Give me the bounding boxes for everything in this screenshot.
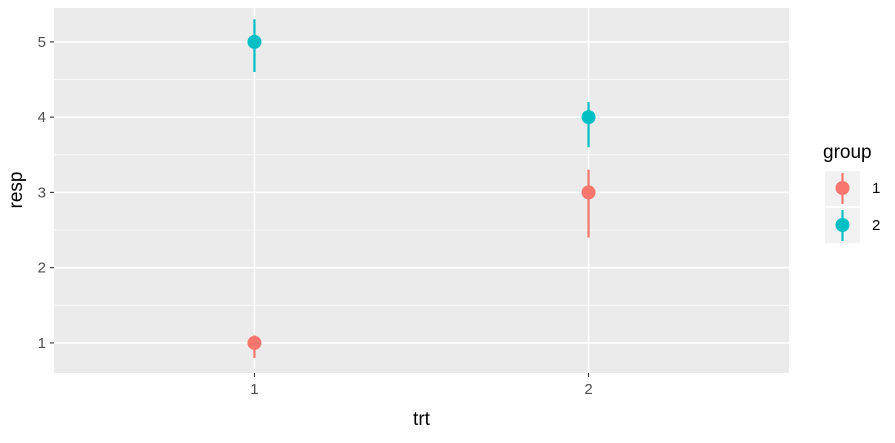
- x-tick-label: 2: [584, 381, 592, 398]
- legend-key-point-2: [835, 218, 850, 232]
- major-gridlines: [54, 8, 789, 373]
- x-tick-label: 1: [250, 381, 258, 398]
- y-tick-label: 1: [38, 335, 46, 352]
- minor-gridlines: [54, 79, 789, 306]
- legend-label-1: 1: [872, 180, 880, 197]
- y-axis: 1 2 3 4 5: [38, 34, 54, 352]
- x-axis-title: trt: [413, 409, 431, 430]
- y-axis-title: resp: [6, 172, 27, 209]
- legend: group 12: [823, 142, 880, 243]
- y-tick-label: 2: [38, 260, 46, 277]
- data-marks: [247, 19, 596, 358]
- data-point-series-1: [581, 185, 596, 200]
- y-tick-label: 5: [38, 34, 46, 51]
- data-point-series-2: [247, 34, 262, 49]
- legend-key-point-1: [835, 181, 850, 195]
- data-point-series-1: [247, 335, 262, 350]
- legend-title: group: [823, 142, 872, 163]
- y-tick-label: 3: [38, 184, 46, 201]
- legend-label-2: 2: [872, 217, 880, 234]
- data-point-series-2: [581, 110, 596, 125]
- panel-background: [54, 8, 789, 373]
- y-tick-label: 4: [38, 109, 46, 126]
- legend-keys: 12: [825, 171, 880, 243]
